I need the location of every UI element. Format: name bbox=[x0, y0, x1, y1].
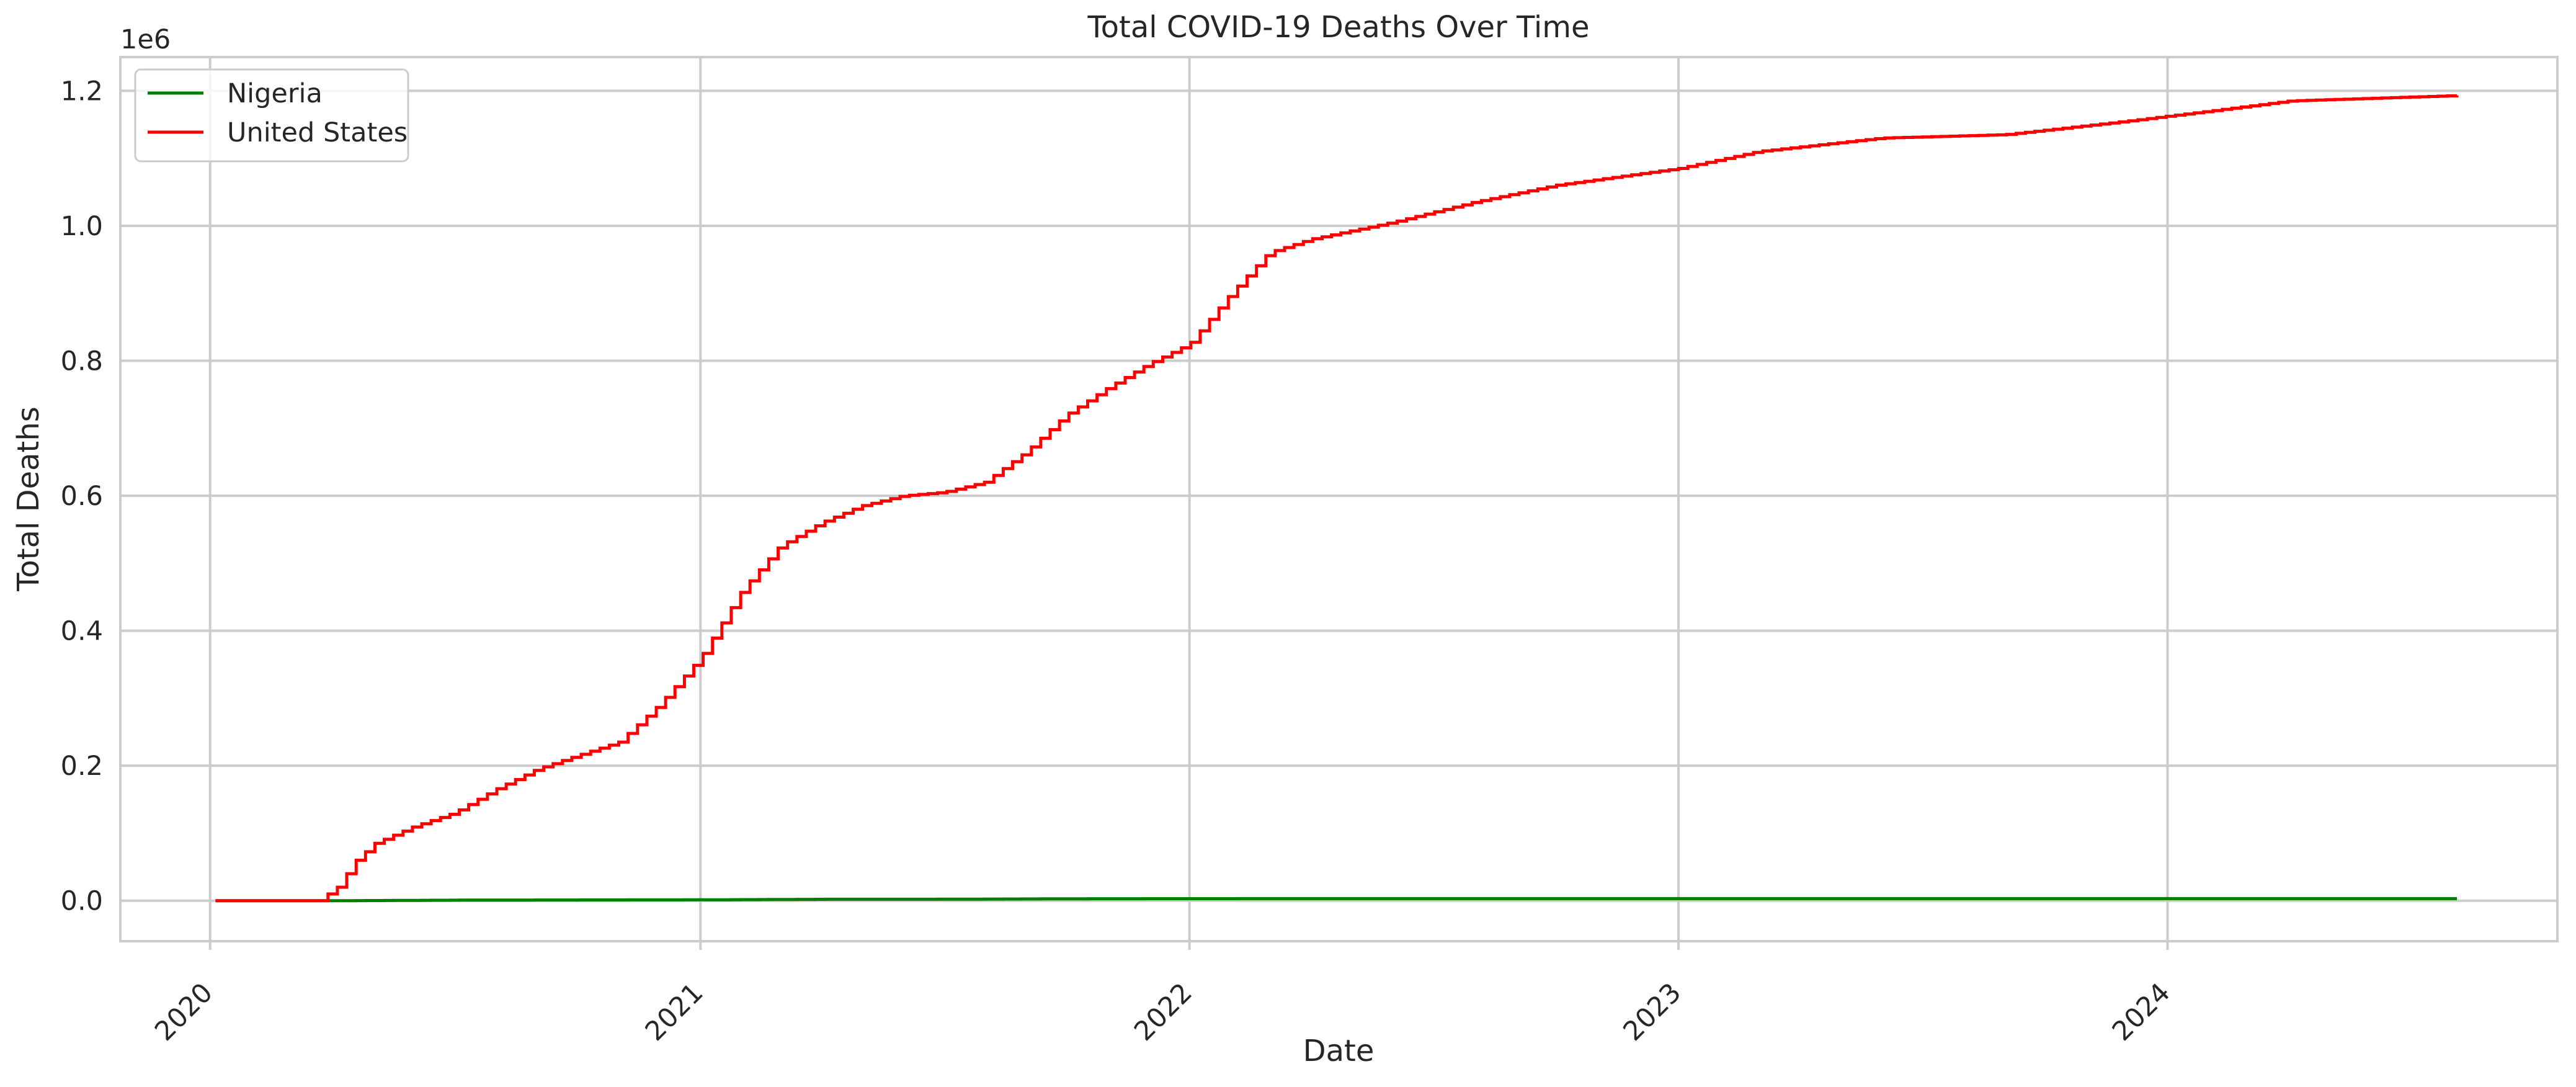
series-line-united-states bbox=[215, 94, 2459, 903]
x-tick-label: 2023 bbox=[1618, 977, 1688, 1047]
y-tick-label: 0.6 bbox=[61, 481, 103, 512]
series-line-nigeria bbox=[215, 897, 2457, 903]
chart-title: Total COVID-19 Deaths Over Time bbox=[1087, 10, 1589, 45]
y-tick-label: 0.0 bbox=[61, 886, 103, 917]
y-multiplier-label: 1e6 bbox=[120, 24, 171, 55]
x-tick-label: 2020 bbox=[149, 977, 219, 1047]
y-tick-label: 0.2 bbox=[61, 751, 103, 782]
x-tick-label: 2024 bbox=[2106, 977, 2177, 1047]
legend-label-united-states: United States bbox=[227, 117, 408, 148]
x-tick-label: 2022 bbox=[1128, 977, 1198, 1047]
legend-label-nigeria: Nigeria bbox=[227, 78, 323, 109]
x-axis-label: Date bbox=[1303, 1034, 1375, 1068]
gridlines bbox=[120, 57, 2557, 941]
y-tick-label: 0.4 bbox=[61, 616, 103, 647]
y-tick-label: 1.2 bbox=[61, 76, 103, 107]
y-tick-label: 1.0 bbox=[61, 211, 103, 242]
y-tick-label: 0.8 bbox=[61, 346, 103, 377]
x-tick-label: 2021 bbox=[640, 977, 710, 1047]
legend: Nigeria United States bbox=[134, 68, 409, 163]
plot-frame bbox=[119, 56, 2559, 942]
y-axis-label: Total Deaths bbox=[11, 406, 46, 592]
series-lines bbox=[215, 94, 2459, 903]
